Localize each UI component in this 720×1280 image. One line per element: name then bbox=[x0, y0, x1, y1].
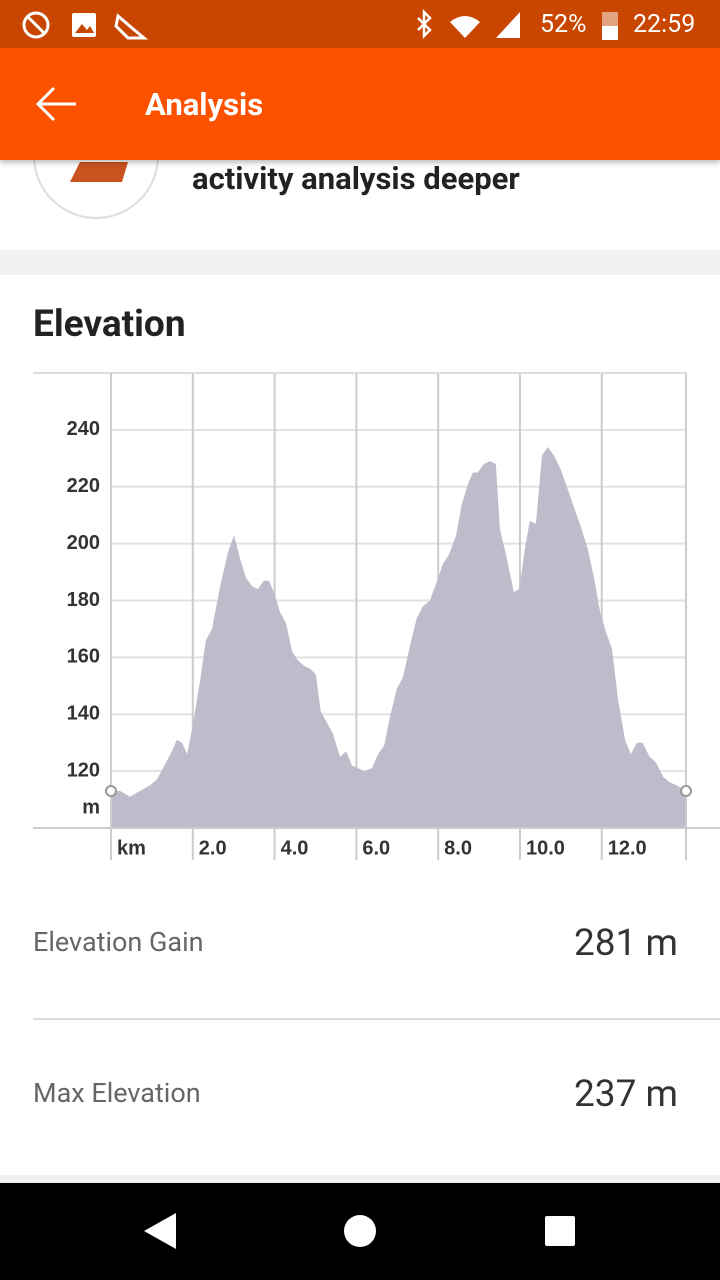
x-tick-label: 10.0 bbox=[526, 837, 565, 859]
chart: m km 120 140 160 180 200 220 240 2.0 4.0 6.0 8.0 10… bbox=[33, 372, 720, 860]
end-marker bbox=[105, 785, 117, 798]
status-icons bbox=[22, 11, 149, 40]
clock: 22:59 bbox=[633, 10, 696, 39]
x-tick-label: 4.0 bbox=[281, 837, 309, 859]
status-bar: 52% 22:59 bbox=[0, 0, 720, 48]
y-tick-label: 120 bbox=[67, 759, 100, 781]
nav-back[interactable] bbox=[144, 1213, 176, 1249]
separator bbox=[0, 250, 720, 275]
x-tick-label: 12.0 bbox=[608, 837, 647, 859]
y-tick-label: 140 bbox=[67, 703, 100, 725]
stat-value: 237 m bbox=[573, 1073, 678, 1116]
x-tick-label: 8.0 bbox=[444, 837, 472, 859]
status-icons-right bbox=[417, 8, 520, 40]
card-text: activity analysis deeper bbox=[192, 160, 520, 197]
back-button[interactable] bbox=[34, 86, 78, 122]
divider bbox=[33, 1018, 720, 1020]
stat-label: Max Elevation bbox=[33, 1077, 201, 1109]
y-tick-label: 240 bbox=[67, 418, 100, 440]
x-axis-label: km bbox=[117, 837, 146, 859]
y-tick-label: 160 bbox=[67, 646, 100, 668]
y-tick-label: 200 bbox=[67, 532, 100, 554]
nav-home[interactable] bbox=[344, 1215, 376, 1247]
stat-value: 281 m bbox=[573, 922, 678, 965]
battery-text: 52% bbox=[540, 10, 587, 39]
card-icon bbox=[33, 150, 159, 219]
y-tick-label: 180 bbox=[67, 589, 100, 611]
separator bbox=[0, 1175, 720, 1183]
section-title: Elevation bbox=[33, 303, 186, 346]
nav-bar bbox=[0, 1183, 720, 1280]
app-title: Analysis bbox=[145, 86, 264, 123]
nav-recents[interactable] bbox=[545, 1216, 575, 1246]
y-tick-label: 220 bbox=[67, 475, 100, 497]
elevation-area bbox=[111, 446, 686, 828]
stat-label: Elevation Gain bbox=[33, 926, 204, 958]
nav-buttons bbox=[144, 1213, 575, 1249]
y-axis-label: m bbox=[82, 796, 100, 818]
app-bar: Analysis bbox=[0, 48, 720, 160]
end-marker bbox=[680, 785, 692, 798]
x-tick-label: 6.0 bbox=[362, 837, 390, 859]
x-tick-label: 2.0 bbox=[199, 837, 227, 859]
battery-icon bbox=[602, 12, 618, 40]
